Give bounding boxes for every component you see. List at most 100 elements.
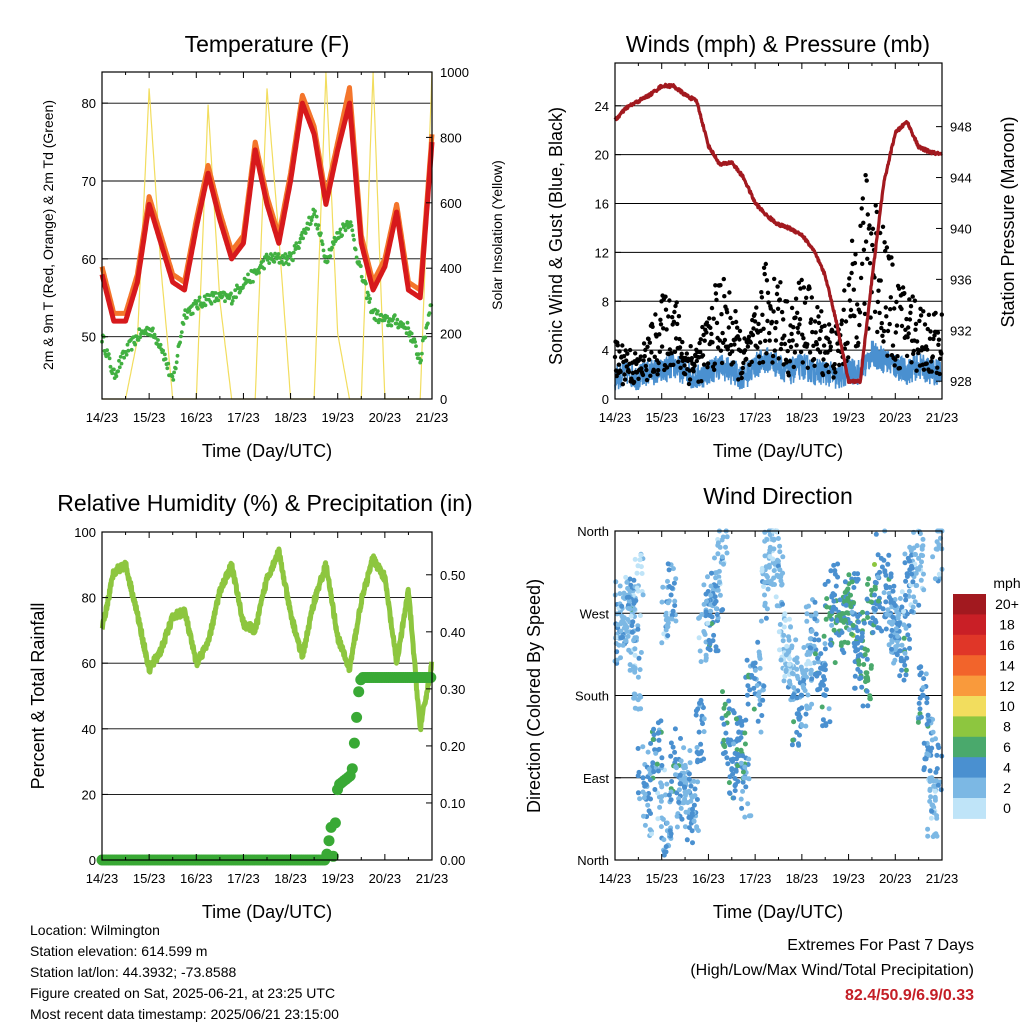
gust-point	[641, 341, 647, 346]
direction-point	[888, 633, 894, 639]
temperature-panel: Temperature (F) 14/23 15/23 16/23 17/23 18/2…	[40, 31, 505, 461]
x-tick-label: 18/23	[274, 871, 307, 886]
direction-point	[777, 622, 783, 627]
direction-point	[661, 631, 667, 637]
gust-point	[653, 312, 658, 317]
direction-point	[667, 584, 672, 589]
y2-tick-label: 0.10	[440, 796, 465, 811]
gust-point	[841, 307, 846, 312]
direction-point	[864, 610, 870, 616]
direction-point	[921, 676, 927, 682]
direction-point	[721, 742, 727, 748]
gust-point	[860, 261, 865, 266]
colorbar-label: 10	[999, 698, 1015, 714]
gust-point	[677, 336, 682, 342]
dewpoint-point	[310, 215, 315, 219]
gust-point	[735, 325, 740, 330]
direction-point	[655, 768, 661, 774]
y2-tick-label: 948	[950, 120, 972, 135]
direction-point	[819, 704, 825, 710]
direction-point	[645, 802, 651, 808]
gust-point	[711, 316, 716, 321]
direction-point	[708, 592, 714, 598]
rainfall-point	[346, 763, 358, 775]
direction-point	[855, 666, 861, 672]
dewpoint-point	[270, 254, 275, 258]
direction-point	[632, 646, 638, 652]
direction-point	[867, 693, 873, 699]
direction-point	[928, 794, 934, 800]
colorbar-swatch	[953, 798, 986, 819]
direction-point	[904, 574, 910, 579]
direction-point	[918, 714, 924, 720]
gust-point	[667, 298, 672, 303]
dewpoint-point	[401, 322, 406, 326]
direction-point	[841, 650, 847, 656]
pressure-series	[613, 82, 944, 385]
gust-point	[791, 364, 796, 370]
gust-point	[697, 340, 702, 346]
direction-point	[859, 630, 865, 636]
direction-point	[661, 837, 667, 843]
y2-tick-label: 940	[950, 221, 972, 236]
gust-point	[664, 327, 669, 332]
direction-point	[920, 692, 926, 698]
direction-point	[758, 618, 764, 624]
direction-point	[890, 588, 896, 594]
direction-point	[731, 795, 737, 801]
gust-point	[796, 330, 801, 335]
direction-point	[934, 833, 940, 839]
dewpoint-point	[348, 220, 353, 225]
gust-point	[861, 247, 867, 252]
gust-point	[789, 305, 795, 311]
gust-point	[911, 348, 916, 354]
gust-point	[672, 349, 678, 354]
gust-point	[658, 317, 663, 322]
direction-point	[713, 575, 719, 581]
gust-point	[819, 309, 824, 314]
direction-point	[696, 635, 702, 641]
direction-point	[764, 537, 770, 542]
colorbar-swatch	[953, 675, 986, 697]
gust-point	[825, 350, 830, 355]
gust-point	[828, 344, 833, 349]
gust-point	[669, 351, 674, 356]
dewpoint-point	[319, 231, 323, 236]
direction-point	[613, 579, 619, 585]
x-tick-label: 18/23	[274, 410, 307, 425]
direction-point	[857, 676, 863, 682]
gust-point	[757, 360, 762, 366]
gust-point	[875, 299, 881, 305]
y2-tick-label: 0.00	[440, 853, 465, 868]
direction-point	[637, 796, 643, 802]
direction-point	[781, 632, 787, 638]
dewpoint-point	[423, 335, 428, 340]
direction-point	[926, 752, 932, 758]
direction-point	[899, 642, 905, 648]
gust-point	[868, 315, 873, 320]
direction-point	[778, 574, 784, 580]
gust-point	[644, 367, 649, 373]
gust-point	[671, 319, 677, 324]
direction-point	[703, 652, 709, 658]
direction-point	[865, 615, 871, 620]
direction-point	[627, 662, 633, 668]
direction-point	[861, 662, 867, 667]
gust-point	[737, 328, 743, 334]
direction-point	[905, 555, 911, 561]
direction-point	[934, 752, 940, 758]
gust-point	[745, 344, 751, 349]
dewpoint-point	[392, 313, 397, 318]
dewpoint-point	[337, 230, 342, 235]
extremes-subtitle: (High/Low/Max Wind/Total Precipitation)	[690, 962, 974, 979]
direction-point	[929, 802, 935, 808]
temperature-xlabel: Time (Day/UTC)	[202, 441, 332, 461]
direction-point	[831, 627, 837, 633]
dewpoint-point	[110, 371, 115, 376]
direction-point	[742, 741, 748, 747]
dewpoint-point	[413, 340, 417, 344]
gust-point	[713, 283, 718, 288]
direction-point	[732, 788, 738, 794]
gust-point	[913, 321, 919, 327]
dewpoint-point	[308, 222, 313, 226]
